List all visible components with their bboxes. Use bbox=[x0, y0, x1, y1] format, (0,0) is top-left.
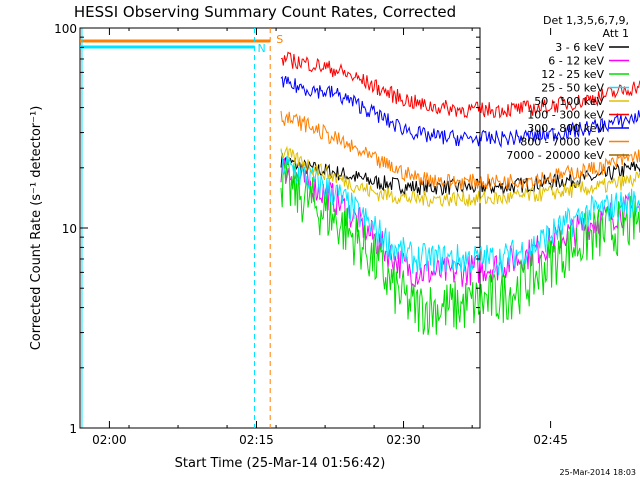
series-layer bbox=[280, 51, 640, 336]
x-axis-label: Start Time (25-Mar-14 01:56:42) bbox=[175, 456, 386, 471]
series-line-0 bbox=[280, 153, 640, 196]
saa-flag-label: S bbox=[276, 33, 283, 46]
legend-label-6: 300 - 800 keV bbox=[527, 122, 604, 135]
legend-label-5: 100 - 300 keV bbox=[527, 109, 604, 122]
y-tick-label: 10 bbox=[62, 222, 77, 236]
series-line-7 bbox=[280, 110, 640, 190]
series-line-2 bbox=[280, 159, 640, 336]
x-tick-label: 02:00 bbox=[92, 433, 127, 447]
y-tick-label: 100 bbox=[54, 22, 77, 36]
night-flag-label: N bbox=[258, 42, 266, 55]
footer-date: 25-Mar-2014 18:03 bbox=[560, 468, 637, 477]
x-tick-label: 02:15 bbox=[239, 433, 274, 447]
legend-label-7: 800 - 7000 keV bbox=[520, 136, 604, 149]
legend-header-line-2: Att 1 bbox=[603, 27, 629, 40]
y-axis: 1 10 100 bbox=[54, 22, 480, 436]
series-line-1 bbox=[280, 157, 640, 288]
x-tick-label: 02:45 bbox=[533, 433, 568, 447]
legend-header-line-1: Det 1,3,5,6,7,9, bbox=[543, 14, 629, 27]
y-axis-label: Corrected Count Rate (s⁻¹ detector⁻¹) bbox=[29, 106, 44, 351]
series-line-4 bbox=[280, 145, 640, 208]
legend-label-1: 6 - 12 keV bbox=[548, 55, 604, 68]
series-line-5 bbox=[280, 51, 640, 119]
series-line-6 bbox=[280, 75, 640, 149]
legend-label-4: 50 - 100 keV bbox=[534, 95, 604, 108]
legend-label-2: 12 - 25 keV bbox=[541, 68, 604, 81]
x-tick-label: 02:30 bbox=[386, 433, 421, 447]
series-line-3 bbox=[280, 149, 640, 275]
chart-title: HESSI Observing Summary Count Rates, Cor… bbox=[74, 3, 456, 21]
y-tick-label: 1 bbox=[69, 422, 77, 436]
legend-label-0: 3 - 6 keV bbox=[555, 41, 604, 54]
plot-frame bbox=[79, 27, 481, 429]
legend-label-3: 25 - 50 keV bbox=[541, 82, 604, 95]
legend-label-8: 7000 - 20000 keV bbox=[506, 149, 604, 162]
